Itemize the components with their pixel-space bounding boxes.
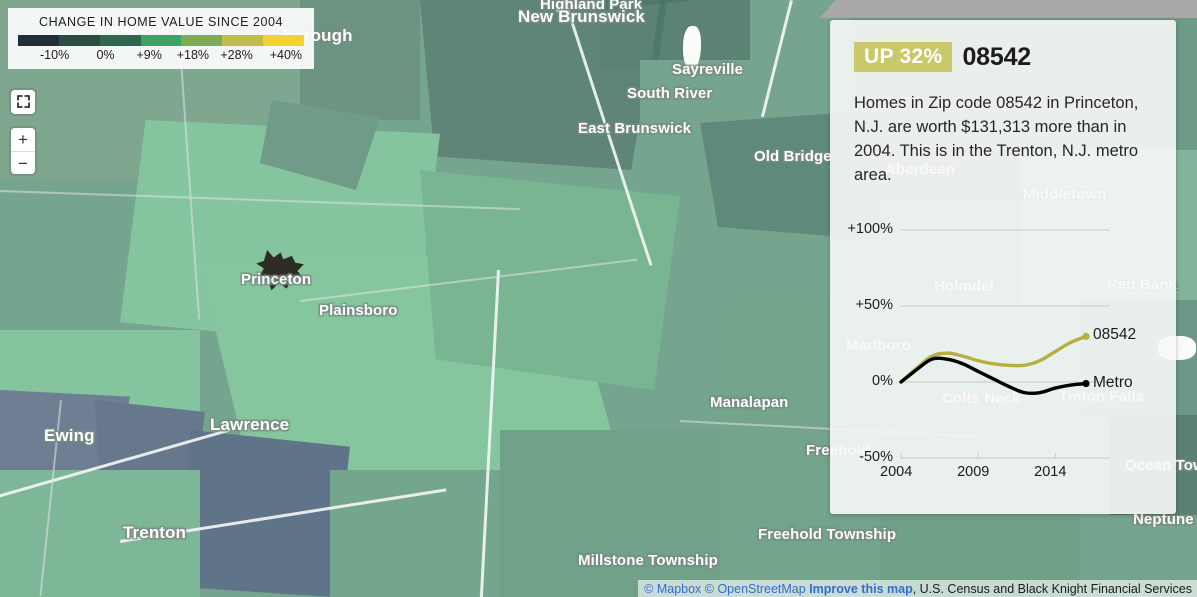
chart-series-label-08542: 08542 (1093, 326, 1137, 344)
zoom-out-button[interactable]: − (11, 151, 35, 174)
chart-line-Metro (899, 356, 1088, 396)
panel-description: Homes in Zip code 08542 in Princeton, N.… (854, 94, 1139, 185)
legend-tick-5: +40% (269, 48, 303, 62)
legend-swatch-5 (222, 35, 264, 46)
chart-x-axis (900, 453, 1110, 459)
chart-y-tick: +100% (847, 221, 893, 237)
attribution-rest: , U.S. Census and Black Knight Financial… (912, 582, 1192, 596)
map-attribution: © Mapbox © OpenStreetMap Improve this ma… (638, 580, 1197, 597)
attribution-improve-link[interactable]: Improve this map (809, 582, 913, 596)
chart-gridlines (901, 229, 1110, 383)
legend-swatch-0 (18, 35, 59, 46)
legend-swatch-2 (99, 35, 141, 46)
legend-tick-0: -10% (40, 48, 70, 62)
legend-tick-3: +18% (176, 48, 210, 62)
legend-tick-1: 0% (96, 48, 115, 62)
status-badge: UP 32% (854, 42, 953, 72)
map-region-polygon (300, 0, 420, 120)
map-region-polygon (500, 430, 750, 597)
attribution-osm-link[interactable]: © OpenStreetMap (704, 582, 806, 596)
chart-y-tick: -50% (859, 449, 893, 465)
attribution-mapbox-link[interactable]: © Mapbox (644, 582, 702, 596)
map-legend: CHANGE IN HOME VALUE SINCE 2004 -10% 0% +9… (8, 8, 314, 69)
chart-series-layer (899, 332, 1090, 396)
map-water-body (683, 26, 701, 70)
legend-swatch-4 (181, 35, 223, 46)
zoom-control[interactable]: + − (11, 128, 35, 174)
chart-x-tick: 2014 (1034, 464, 1067, 480)
home-value-chart: -50% 0% +50% +100% 2004 2009 2014 08542 Metro (847, 204, 1154, 504)
chart-x-tick: 2009 (957, 464, 990, 480)
page-title: 08542 (962, 42, 1031, 71)
map-region-polygon (600, 0, 750, 70)
legend-color-ramp (18, 35, 305, 46)
chart-series-label-Metro: Metro (1093, 373, 1133, 391)
chart-x-tick: 2004 (880, 464, 913, 480)
legend-tick-labels: -10% 0% +9% +18% +28% +40% (18, 48, 310, 62)
map-region-polygon (180, 430, 350, 597)
chart-svg (899, 229, 1110, 459)
chart-endpoint-dot-08542 (1082, 332, 1090, 340)
legend-swatch-1 (58, 35, 100, 46)
legend-tick-4: +28% (220, 48, 253, 62)
zoom-in-button[interactable]: + (11, 128, 35, 151)
chart-y-tick: +50% (855, 297, 894, 313)
chart-endpoint-dot-Metro (1082, 379, 1090, 388)
panel-header: UP 32% 08542 (854, 42, 1152, 72)
fullscreen-icon[interactable] (11, 90, 35, 113)
chart-line-08542 (899, 334, 1088, 384)
chart-y-tick: 0% (872, 373, 893, 389)
top-overlay-bar (838, 0, 1197, 18)
legend-title: CHANGE IN HOME VALUE SINCE 2004 (39, 15, 283, 29)
legend-swatch-3 (140, 35, 182, 46)
zip-info-panel[interactable]: UP 32% 08542 Homes in Zip code 08542 in … (830, 20, 1176, 514)
fullscreen-control[interactable] (11, 90, 35, 114)
legend-tick-2: +9% (136, 48, 162, 62)
legend-swatch-6 (263, 35, 305, 46)
